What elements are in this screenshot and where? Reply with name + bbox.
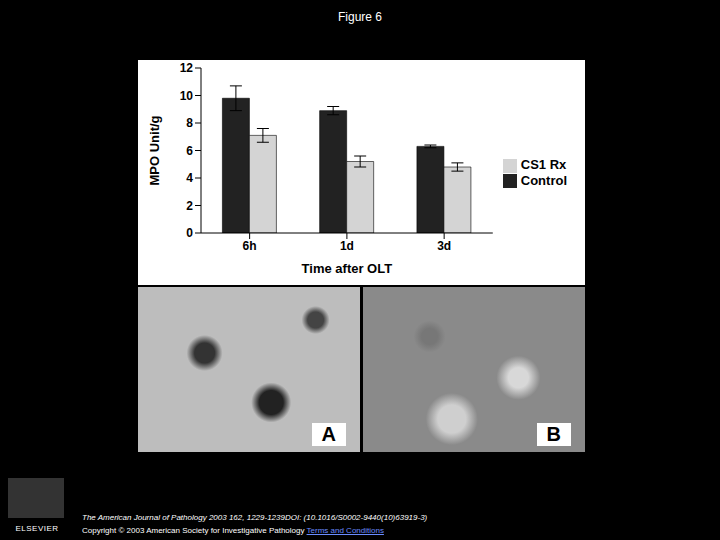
svg-text:10: 10 [180, 89, 194, 103]
svg-text:3d: 3d [437, 239, 451, 253]
svg-text:Time after OLT: Time after OLT [302, 261, 393, 276]
html-text:Copyright © 2003 American Soci: Copyright © 2003 American Society for In… [82, 526, 384, 535]
html-text:A: A [321, 423, 336, 445]
svg-text:12: 12 [180, 61, 194, 75]
html-text:Figure 6: Figure 6 [338, 10, 382, 24]
html-text:ELSEVIER: ELSEVIER [15, 524, 59, 533]
svg-text:1d: 1d [340, 239, 354, 253]
svg-text:0: 0 [186, 226, 193, 240]
html-text:CS1 Rx: CS1 Rx [520, 156, 567, 172]
html-text:Control: Control [520, 172, 567, 188]
svg-text:2: 2 [186, 199, 193, 213]
svg-text:6: 6 [186, 144, 193, 158]
svg-text:MPO Unit/g: MPO Unit/g [147, 115, 162, 185]
svg-text:4: 4 [186, 171, 193, 185]
html-text:B: B [546, 423, 561, 445]
svg-text:6h: 6h [243, 239, 257, 253]
html-text:The American Journal of Pathol: The American Journal of Pathology 2003 1… [82, 513, 428, 522]
svg-text:8: 8 [186, 116, 193, 130]
